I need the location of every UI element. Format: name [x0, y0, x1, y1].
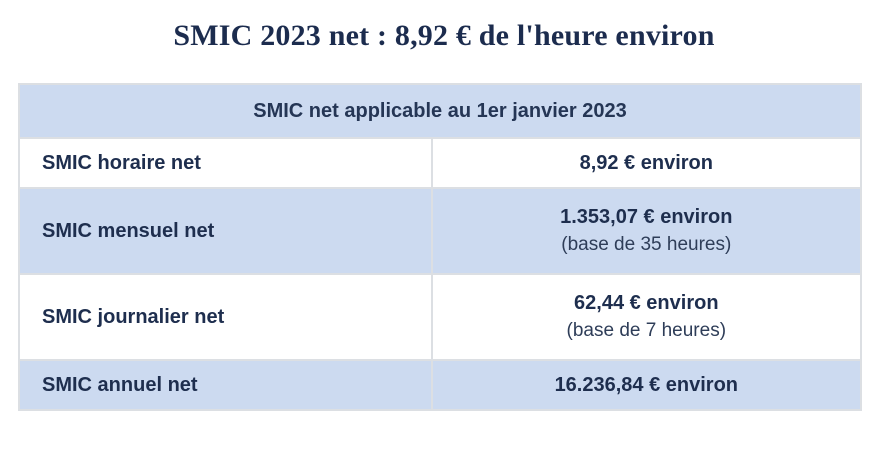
page-title: SMIC 2023 net : 8,92 € de l'heure enviro… — [173, 19, 715, 52]
row-value: 16.236,84 € environ — [430, 359, 863, 411]
table-header: SMIC net applicable au 1er janvier 2023 — [18, 83, 862, 139]
row-value: 1.353,07 € environ — [560, 206, 733, 228]
row-value-cell: 62,44 € environ (base de 7 heures) — [430, 273, 863, 361]
table-row: SMIC journalier net 62,44 € environ (bas… — [18, 273, 863, 361]
table-row: SMIC mensuel net 1.353,07 € environ (bas… — [18, 187, 863, 275]
row-label: SMIC mensuel net — [18, 187, 433, 275]
row-label: SMIC annuel net — [18, 359, 433, 411]
row-value: 8,92 € environ — [430, 137, 863, 189]
row-note: (base de 35 heures) — [561, 234, 732, 255]
row-label: SMIC horaire net — [18, 137, 433, 189]
table-row: SMIC annuel net 16.236,84 € environ — [18, 359, 863, 411]
smic-table: SMIC net applicable au 1er janvier 2023 … — [18, 83, 863, 411]
row-value: 62,44 € environ — [574, 292, 719, 314]
table-row: SMIC horaire net 8,92 € environ — [18, 137, 863, 189]
page: SMIC 2023 net : 8,92 € de l'heure enviro… — [0, 17, 888, 411]
row-value-cell: 1.353,07 € environ (base de 35 heures) — [430, 187, 863, 275]
row-label: SMIC journalier net — [18, 273, 433, 361]
table-header-row: SMIC net applicable au 1er janvier 2023 — [18, 83, 862, 139]
row-note: (base de 7 heures) — [566, 320, 727, 341]
